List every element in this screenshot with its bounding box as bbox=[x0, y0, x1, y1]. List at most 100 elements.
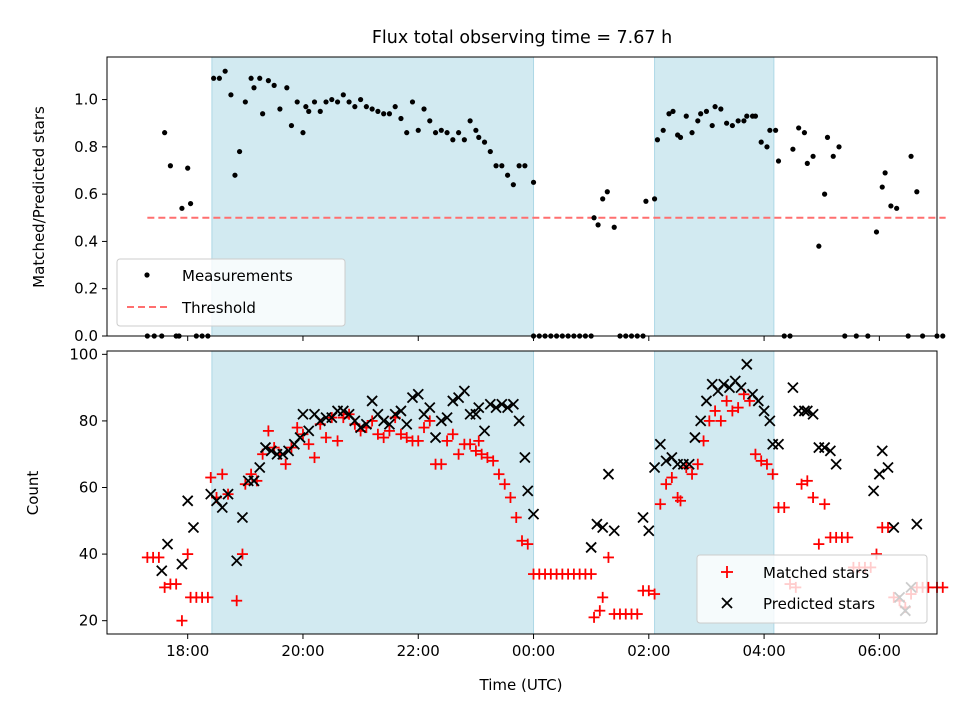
measurement-point bbox=[260, 111, 266, 117]
matched-star-point bbox=[778, 501, 790, 513]
measurement-point bbox=[358, 96, 364, 103]
predicted-star-point bbox=[522, 485, 534, 497]
measurement-point bbox=[334, 99, 341, 105]
measurement-point bbox=[300, 130, 306, 136]
predicted-star-point bbox=[597, 521, 609, 534]
matched-star-point bbox=[320, 432, 332, 444]
measurement-point bbox=[228, 92, 234, 98]
matched-star-point bbox=[280, 458, 292, 470]
measurement-point bbox=[703, 108, 710, 114]
measurement-point bbox=[516, 163, 522, 169]
measurement-point bbox=[724, 120, 730, 126]
measurement-point bbox=[179, 205, 185, 211]
measurement-point bbox=[323, 99, 329, 105]
measurement-point bbox=[914, 189, 920, 195]
matched-star-point bbox=[813, 538, 825, 550]
measurement-point bbox=[654, 137, 661, 143]
bottom-panel: 18:00 20:00 22:00 00:00 02:00 04:00 06:00 20 40… bbox=[24, 345, 949, 694]
matched-star-point bbox=[378, 432, 390, 444]
measurement-point bbox=[752, 113, 759, 119]
matched-star-point bbox=[383, 425, 395, 437]
predicted-star-point bbox=[187, 521, 200, 534]
matched-star-point bbox=[732, 402, 744, 414]
measurement-point bbox=[718, 106, 724, 112]
measurement-point bbox=[504, 172, 511, 178]
predicted-star-point bbox=[265, 445, 277, 457]
measurement-point bbox=[329, 96, 335, 103]
measurement-point bbox=[303, 104, 309, 110]
measurement-point bbox=[432, 130, 439, 136]
measurement-point bbox=[363, 104, 369, 110]
measurement-point bbox=[288, 122, 295, 129]
measurement-point bbox=[767, 127, 773, 133]
matched-star-point bbox=[721, 395, 733, 407]
matched-star-point bbox=[631, 608, 643, 620]
top-axes-frame bbox=[106, 56, 938, 337]
measurement-point bbox=[670, 108, 676, 114]
matched-star-point bbox=[303, 438, 315, 450]
matched-star-point bbox=[412, 435, 424, 447]
matched-star-point bbox=[441, 435, 453, 447]
top-y-tick-label: 1.0 bbox=[74, 91, 98, 109]
x-tick-label: 00:00 bbox=[512, 642, 555, 660]
matched-star-point bbox=[643, 585, 655, 597]
bottom-legend: Matched stars Predicted stars bbox=[696, 554, 928, 624]
measurement-point bbox=[427, 118, 433, 124]
measurement-point bbox=[790, 146, 796, 152]
measurement-point bbox=[311, 99, 318, 105]
predicted-star-point bbox=[683, 458, 695, 470]
predicted-star-point bbox=[294, 431, 306, 444]
measurement-point bbox=[824, 134, 831, 140]
measurement-point bbox=[796, 125, 802, 131]
x-tick-label: 22:00 bbox=[397, 642, 440, 660]
measurement-point bbox=[591, 215, 597, 221]
matched-star-point bbox=[937, 581, 949, 593]
measurement-point bbox=[271, 82, 277, 88]
measurement-point bbox=[404, 130, 410, 136]
shaded-interval bbox=[654, 56, 775, 337]
measurement-point bbox=[167, 163, 174, 169]
matched-star-point bbox=[205, 472, 217, 484]
matched-star-point bbox=[464, 438, 476, 450]
measurement-point bbox=[888, 203, 894, 209]
measurement-point bbox=[242, 99, 248, 105]
predicted-star-point bbox=[867, 485, 880, 497]
measurement-point bbox=[467, 118, 473, 124]
matched-star-point bbox=[654, 498, 666, 510]
predicted-star-point bbox=[490, 401, 502, 414]
predicted-star-point bbox=[660, 455, 672, 467]
predicted-star-point bbox=[527, 508, 540, 520]
measurement-point bbox=[940, 333, 946, 339]
matched-star-point bbox=[749, 448, 761, 460]
measurement-point bbox=[257, 75, 263, 81]
measurement-point bbox=[352, 104, 358, 110]
measurement-point bbox=[375, 108, 381, 114]
matched-star-point bbox=[262, 425, 274, 437]
measurement-point bbox=[236, 148, 243, 155]
bottom-y-tick-label: 40 bbox=[79, 545, 98, 563]
matched-star-point bbox=[755, 455, 767, 467]
matched-star-point bbox=[401, 432, 413, 444]
matched-star-point bbox=[597, 591, 609, 603]
predicted-star-point bbox=[741, 358, 753, 370]
measurement-point bbox=[775, 158, 782, 164]
matched-star-point bbox=[176, 615, 188, 627]
predicted-star-point bbox=[259, 441, 272, 454]
predicted-star-point bbox=[873, 468, 885, 480]
measurement-point bbox=[381, 111, 387, 117]
legend-predicted-marker bbox=[721, 597, 733, 609]
matched-star-point bbox=[216, 468, 228, 480]
predicted-star-point bbox=[303, 425, 315, 437]
matched-star-point bbox=[447, 428, 459, 440]
matched-star-point bbox=[202, 591, 214, 603]
legend-matched-label: Matched stars bbox=[763, 564, 869, 582]
measurement-point bbox=[816, 243, 822, 249]
bottom-legend-box bbox=[696, 554, 928, 624]
measurement-point bbox=[476, 134, 482, 140]
predicted-star-point bbox=[248, 475, 260, 487]
bottom-y-tick-label: 100 bbox=[69, 345, 98, 363]
measurement-point bbox=[873, 229, 880, 235]
predicted-star-point bbox=[297, 408, 309, 420]
matched-star-point bbox=[395, 428, 407, 440]
